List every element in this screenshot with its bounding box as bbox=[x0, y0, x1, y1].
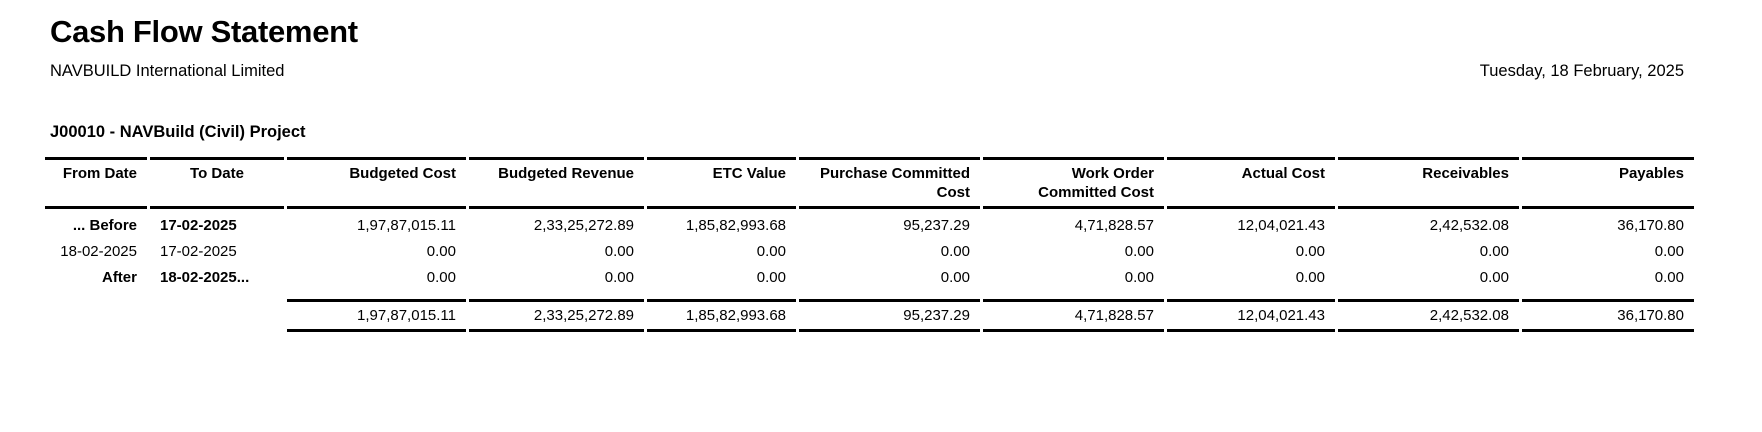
column-header-etc-value: ETC Value bbox=[647, 156, 796, 209]
column-header-payables: Payables bbox=[1522, 156, 1694, 209]
amount-cell: 36,170.80 bbox=[1617, 216, 1684, 234]
total-amount-cell: 4,71,828.57 bbox=[983, 298, 1164, 332]
to-date-cell: 17-02-2025 bbox=[160, 216, 237, 234]
amount-cell: 0.00 bbox=[1479, 242, 1509, 260]
column-header-receivables: Receivables bbox=[1338, 156, 1519, 209]
empty-cell bbox=[150, 299, 284, 332]
amount-cell: 0.00 bbox=[940, 242, 970, 260]
column-header-to-date: To Date bbox=[150, 156, 284, 209]
report-subheader: NAVBUILD International Limited Tuesday, … bbox=[50, 62, 1690, 81]
amount-cell: 0.00 bbox=[1654, 268, 1684, 286]
column-header-work-order-committed-cost: Work Order Committed Cost bbox=[983, 156, 1164, 209]
amount-cell: 0.00 bbox=[1124, 268, 1154, 286]
empty-cell bbox=[45, 299, 147, 332]
amount-cell: 0.00 bbox=[1295, 268, 1325, 286]
table-row-before: ... Before 17-02-2025 1,97,87,015.11 2,3… bbox=[45, 209, 1694, 239]
total-amount-cell: 2,33,25,272.89 bbox=[469, 298, 644, 332]
company-name: NAVBUILD International Limited bbox=[50, 61, 285, 80]
project-heading: J00010 - NAVBuild (Civil) Project bbox=[50, 122, 306, 141]
amount-cell: 0.00 bbox=[1295, 242, 1325, 260]
to-date-cell: 18-02-2025... bbox=[160, 268, 250, 286]
report-date: Tuesday, 18 February, 2025 bbox=[1479, 61, 1684, 80]
from-date-cell: ... Before bbox=[72, 216, 137, 234]
from-date-cell: 18-02-2025 bbox=[60, 242, 137, 260]
amount-cell: 1,85,82,993.68 bbox=[685, 216, 786, 234]
amount-cell: 95,237.29 bbox=[903, 216, 970, 234]
amount-cell: 2,42,532.08 bbox=[1429, 216, 1509, 234]
to-date-cell: 17-02-2025 bbox=[160, 242, 237, 260]
amount-cell: 0.00 bbox=[604, 268, 634, 286]
table-header-row: From Date To Date Budgeted Cost Budgeted… bbox=[45, 156, 1694, 209]
column-header-from-date: From Date bbox=[45, 156, 147, 209]
amount-cell: 0.00 bbox=[756, 268, 786, 286]
column-header-budgeted-cost: Budgeted Cost bbox=[287, 156, 466, 209]
spacer-row bbox=[45, 291, 1694, 299]
amount-cell: 0.00 bbox=[1124, 242, 1154, 260]
amount-cell: 0.00 bbox=[756, 242, 786, 260]
table-row-current: 18-02-2025 17-02-2025 0.00 0.00 0.00 0.0… bbox=[45, 239, 1694, 265]
amount-cell: 1,97,87,015.11 bbox=[357, 216, 456, 234]
total-amount-cell: 1,97,87,015.11 bbox=[287, 298, 466, 332]
total-amount-cell: 12,04,021.43 bbox=[1167, 298, 1335, 332]
cashflow-table: From Date To Date Budgeted Cost Budgeted… bbox=[42, 156, 1697, 332]
amount-cell: 0.00 bbox=[1654, 242, 1684, 260]
total-amount-cell: 36,170.80 bbox=[1522, 298, 1694, 332]
amount-cell: 0.00 bbox=[426, 268, 456, 286]
amount-cell: 0.00 bbox=[604, 242, 634, 260]
amount-cell: 12,04,021.43 bbox=[1237, 216, 1325, 234]
from-date-cell: After bbox=[101, 268, 137, 286]
amount-cell: 0.00 bbox=[1479, 268, 1509, 286]
table-row-after: After 18-02-2025... 0.00 0.00 0.00 0.00 … bbox=[45, 265, 1694, 291]
report-title: Cash Flow Statement bbox=[50, 14, 358, 49]
total-amount-cell: 95,237.29 bbox=[799, 298, 980, 332]
amount-cell: 0.00 bbox=[940, 268, 970, 286]
column-header-actual-cost: Actual Cost bbox=[1167, 156, 1335, 209]
total-amount-cell: 2,42,532.08 bbox=[1338, 298, 1519, 332]
column-header-purchase-committed-cost: Purchase Committed Cost bbox=[799, 156, 980, 209]
table-total-row: 1,97,87,015.11 2,33,25,272.89 1,85,82,99… bbox=[45, 298, 1694, 332]
column-header-budgeted-revenue: Budgeted Revenue bbox=[469, 156, 644, 209]
amount-cell: 0.00 bbox=[426, 242, 456, 260]
amount-cell: 2,33,25,272.89 bbox=[533, 216, 634, 234]
total-amount-cell: 1,85,82,993.68 bbox=[647, 298, 796, 332]
amount-cell: 4,71,828.57 bbox=[1074, 216, 1154, 234]
